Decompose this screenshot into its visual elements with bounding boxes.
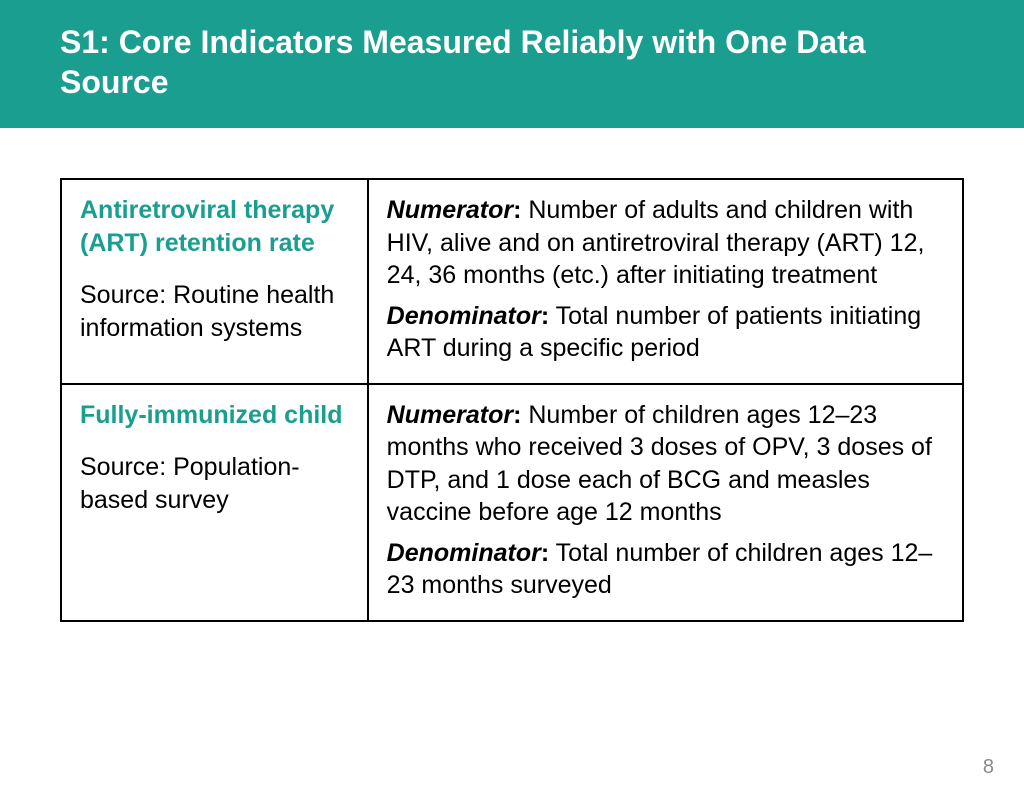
denominator-label: Denominator	[387, 302, 541, 330]
denominator-label: Denominator	[387, 539, 541, 567]
indicator-source: Source: Routine health information syste…	[80, 281, 334, 342]
numerator-label: Numerator	[387, 401, 513, 429]
indicator-title: Fully-immunized child	[80, 399, 349, 432]
slide-header: S1: Core Indicators Measured Reliably wi…	[0, 0, 1024, 128]
indicator-source: Source: Population-based survey	[80, 453, 300, 514]
numerator-block: Numerator: Number of adults and children…	[387, 194, 944, 292]
numerator-block: Numerator: Number of children ages 12–23…	[387, 399, 944, 529]
denominator-block: Denominator: Total number of patients in…	[387, 300, 944, 365]
indicator-cell: Antiretroviral therapy (ART) retention r…	[61, 179, 368, 384]
indicators-table: Antiretroviral therapy (ART) retention r…	[60, 178, 964, 622]
indicator-title: Antiretroviral therapy (ART) retention r…	[80, 194, 349, 259]
indicator-cell: Fully-immunized child Source: Population…	[61, 384, 368, 621]
slide-title: S1: Core Indicators Measured Reliably wi…	[60, 22, 964, 102]
denominator-block: Denominator: Total number of children ag…	[387, 537, 944, 602]
slide-content: Antiretroviral therapy (ART) retention r…	[0, 128, 1024, 622]
table-row: Fully-immunized child Source: Population…	[61, 384, 963, 621]
numerator-label: Numerator	[387, 196, 513, 224]
definition-cell: Numerator: Number of children ages 12–23…	[368, 384, 963, 621]
definition-cell: Numerator: Number of adults and children…	[368, 179, 963, 384]
table-row: Antiretroviral therapy (ART) retention r…	[61, 179, 963, 384]
page-number: 8	[983, 756, 994, 779]
